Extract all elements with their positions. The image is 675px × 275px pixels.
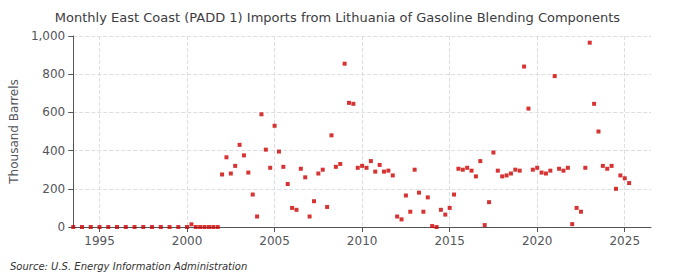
svg-text:2005: 2005	[259, 234, 290, 248]
svg-text:600: 600	[42, 105, 65, 119]
svg-text:2015: 2015	[434, 234, 465, 248]
svg-text:200: 200	[42, 182, 65, 196]
svg-text:Thousand Barrels: Thousand Barrels	[7, 79, 21, 184]
svg-text:2020: 2020	[522, 234, 553, 248]
svg-text:800: 800	[42, 67, 65, 81]
svg-text:2000: 2000	[172, 234, 203, 248]
svg-text:2025: 2025	[609, 234, 640, 248]
svg-text:1995: 1995	[84, 234, 115, 248]
svg-text:0: 0	[58, 220, 66, 234]
svg-text:1,000: 1,000	[31, 29, 65, 43]
svg-text:Source: U.S. Energy Informatio: Source: U.S. Energy Information Administ…	[10, 261, 247, 272]
svg-text:400: 400	[42, 144, 65, 158]
svg-text:2010: 2010	[347, 234, 378, 248]
svg-text:Monthly East Coast (PADD 1) Im: Monthly East Coast (PADD 1) Imports from…	[55, 10, 620, 25]
